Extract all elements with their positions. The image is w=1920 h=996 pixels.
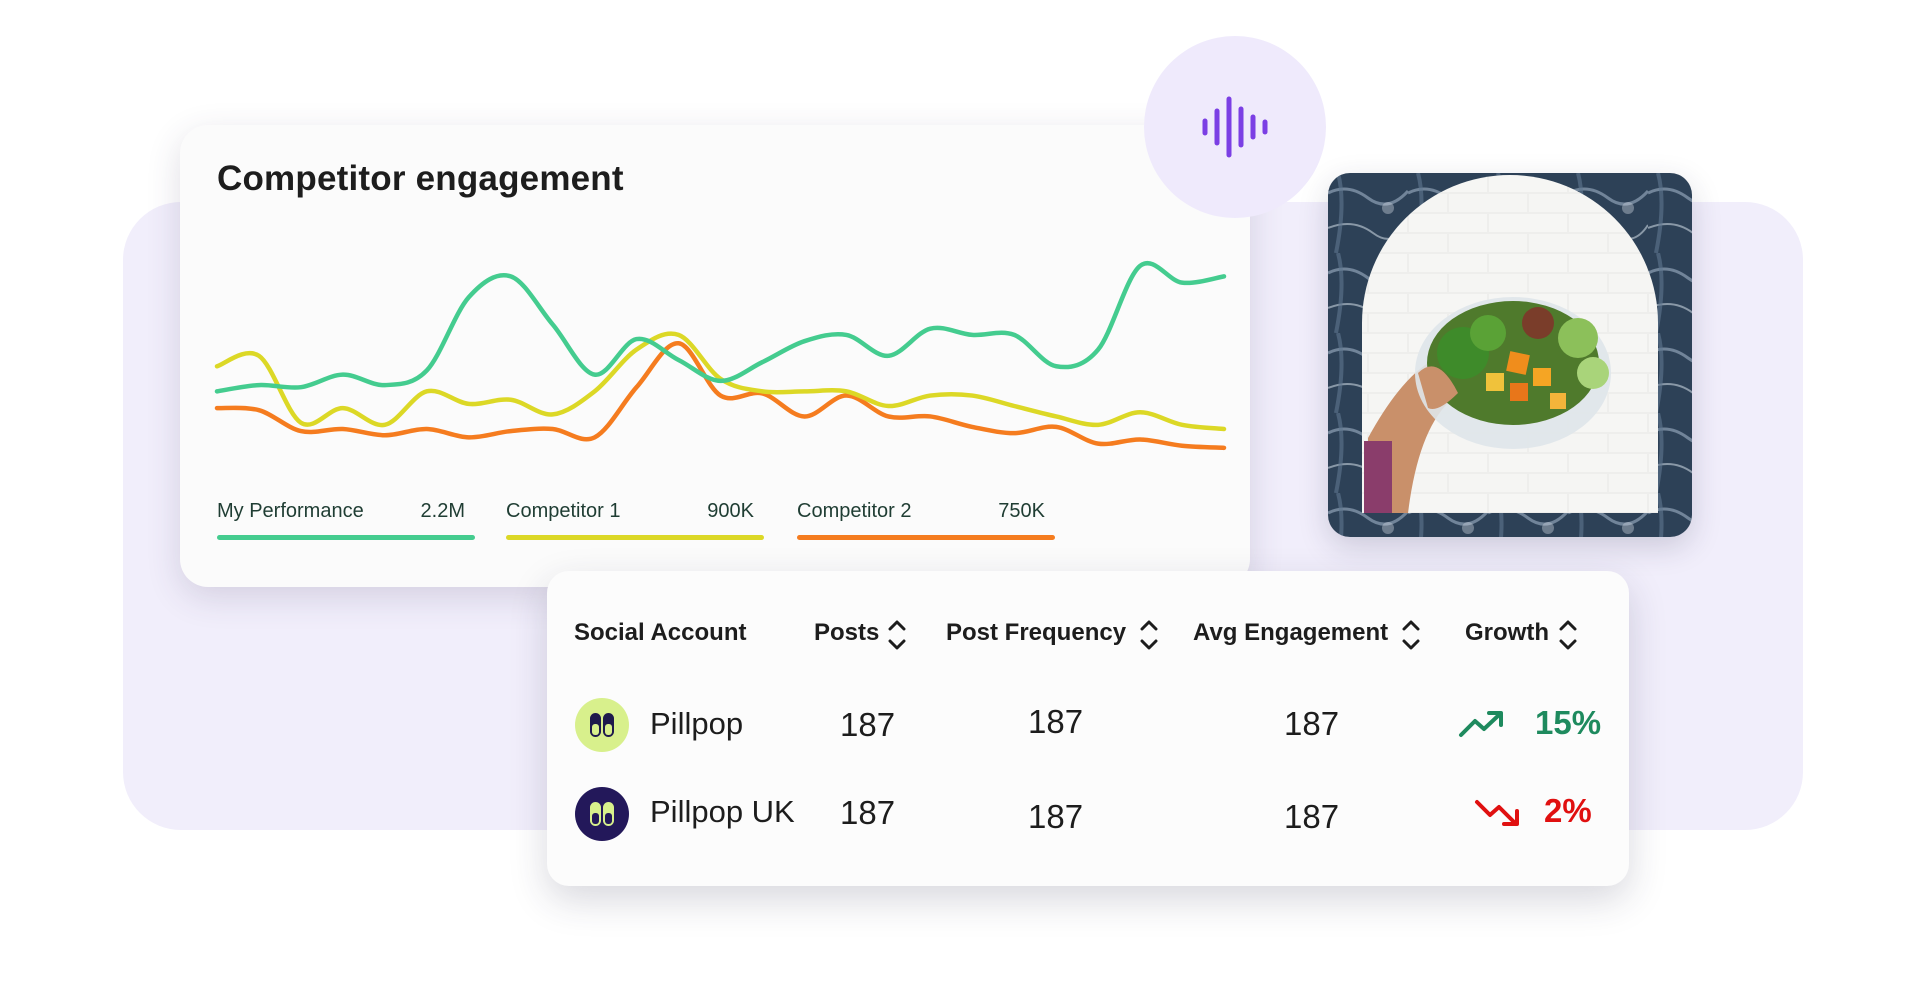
- sort-chevrons-icon[interactable]: [1401, 617, 1421, 653]
- series-line-competitor-2[interactable]: [214, 341, 1227, 451]
- poke-bowl-photo: [1328, 173, 1692, 537]
- posts-value: 187: [840, 794, 896, 831]
- account-name[interactable]: Pillpop UK: [650, 794, 795, 829]
- frequency-value: 187: [1028, 703, 1084, 740]
- growth-value: 15%: [1535, 704, 1602, 741]
- sound-wave-icon: [1202, 96, 1268, 158]
- pill-logo-icon: [590, 713, 614, 737]
- sort-chevrons-icon[interactable]: [1139, 617, 1159, 653]
- series-line-competitor-1[interactable]: [214, 331, 1227, 432]
- col-header-avg-engagement[interactable]: Avg Engagement: [1193, 619, 1389, 646]
- legend-label: My Performance: [217, 500, 364, 522]
- legend-color-bar: [506, 535, 764, 540]
- legend-competitor-2[interactable]: Competitor 2 750K: [797, 500, 1055, 544]
- legend-value: 750K: [998, 500, 1045, 522]
- growth-value: 2%: [1544, 792, 1592, 829]
- col-header-post-frequency[interactable]: Post Frequency: [946, 619, 1127, 646]
- legend-competitor-1[interactable]: Competitor 1 900K: [506, 500, 764, 544]
- engagement-value: 187: [1284, 705, 1340, 742]
- engagement-line-chart: [214, 261, 1227, 451]
- avatar: [575, 698, 629, 752]
- avatar: [575, 787, 629, 841]
- legend-color-bar: [797, 535, 1055, 540]
- legend-label: Competitor 1: [506, 500, 621, 522]
- legend-color-bar: [217, 535, 475, 540]
- voice-button[interactable]: [1144, 36, 1326, 218]
- engagement-value: 187: [1284, 798, 1340, 835]
- legend-label: Competitor 2: [797, 500, 912, 522]
- trend-down-icon: [1475, 800, 1519, 826]
- col-header-growth[interactable]: Growth: [1465, 619, 1549, 646]
- legend-value: 2.2M: [420, 500, 465, 522]
- social-accounts-table: Social Account Posts Post Frequency Avg …: [547, 571, 1629, 886]
- frequency-value: 187: [1028, 798, 1084, 835]
- trend-up-icon: [1459, 711, 1503, 737]
- sort-chevrons-icon[interactable]: [1558, 617, 1578, 653]
- pill-logo-icon: [590, 802, 614, 826]
- sort-chevrons-icon[interactable]: [887, 617, 907, 653]
- posts-value: 187: [840, 706, 896, 743]
- chart-title: Competitor engagement: [217, 159, 624, 198]
- col-header-social-account[interactable]: Social Account: [574, 619, 747, 646]
- competitor-engagement-card: Competitor engagement My Performance 2.2…: [180, 125, 1250, 587]
- series-line-my-performance[interactable]: [214, 261, 1227, 394]
- legend-value: 900K: [707, 500, 754, 522]
- account-name[interactable]: Pillpop: [650, 706, 744, 741]
- poke-bowl-photo-art: [1328, 173, 1692, 537]
- legend-my-performance[interactable]: My Performance 2.2M: [217, 500, 475, 544]
- col-header-posts[interactable]: Posts: [814, 619, 880, 646]
